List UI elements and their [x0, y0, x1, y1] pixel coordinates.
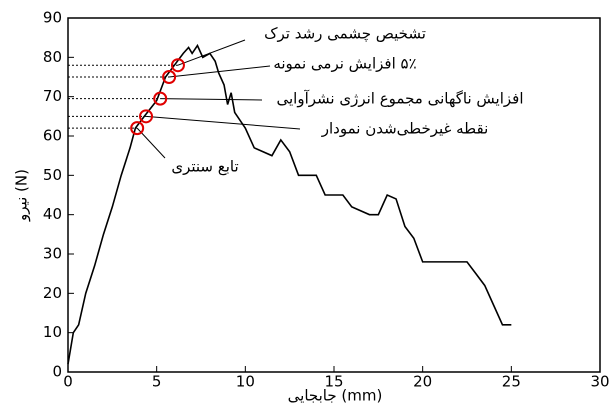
annotation-label: افزایش ناگهانی مجموع انرژی نشرآوایی — [277, 90, 524, 108]
x-axis-label: جابجایی (mm) — [288, 387, 383, 405]
annotation-label: تشخیص چشمی رشد ترک — [264, 25, 426, 43]
y-tick-label: 40 — [43, 205, 62, 223]
x-tick-label: 10 — [236, 373, 255, 391]
x-tick-label: 30 — [590, 373, 609, 391]
x-tick-label: 25 — [502, 373, 521, 391]
x-tick-label: 15 — [324, 373, 343, 391]
annotation-point — [130, 121, 145, 136]
y-tick-label: 30 — [43, 245, 62, 263]
x-tick-label: 5 — [152, 373, 162, 391]
y-axis-label: نیرو (N) — [13, 169, 31, 222]
leader-line — [145, 115, 301, 130]
leader-line — [169, 65, 271, 78]
x-tick-label: 0 — [63, 373, 73, 391]
annotation-label: نقطه غیرخطی‌شدن نمودار — [321, 120, 489, 138]
y-tick-label: 60 — [43, 127, 62, 145]
annotation-point — [139, 109, 154, 124]
annotation-point — [153, 91, 168, 106]
y-tick-label: 50 — [43, 166, 62, 184]
data-line — [67, 43, 512, 365]
leader-line — [160, 98, 263, 101]
annotation-point — [170, 58, 185, 73]
y-tick-label: 20 — [43, 284, 62, 302]
x-tick-label: 20 — [413, 373, 432, 391]
y-tick-label: 80 — [43, 48, 62, 66]
leader-line — [177, 39, 246, 66]
annotation-point — [162, 70, 177, 84]
annotation-label: ۵٪ افزایش نرمی نمونه — [273, 55, 416, 73]
y-tick-label: 90 — [43, 9, 62, 27]
annotation-label: تابع سنتری — [171, 158, 238, 176]
y-tick-label: 70 — [43, 87, 62, 105]
y-tick-label: 0 — [52, 363, 62, 381]
y-tick-label: 10 — [43, 323, 62, 341]
